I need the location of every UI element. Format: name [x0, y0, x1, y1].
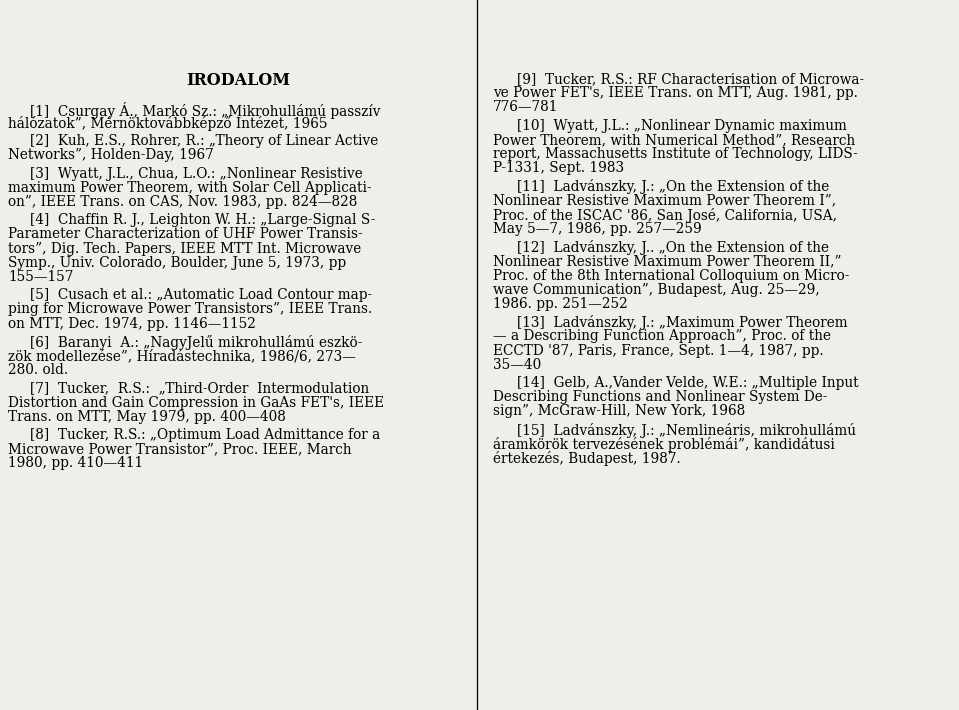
- Text: tors”, Dig. Tech. Papers, IEEE MTT Int. Microwave: tors”, Dig. Tech. Papers, IEEE MTT Int. …: [8, 241, 362, 256]
- Text: [11]  Ladvánszky, J.: „On the Extension of the: [11] Ladvánszky, J.: „On the Extension o…: [517, 180, 829, 195]
- Text: [6]  Baranyi  A.: „NagyJelű mikrohullámú eszkö-: [6] Baranyi A.: „NagyJelű mikrohullámú e…: [30, 335, 363, 350]
- Text: Proc. of the ISCAC '86, San José, California, USA,: Proc. of the ISCAC '86, San José, Califo…: [493, 208, 836, 223]
- Text: 280. old.: 280. old.: [8, 364, 68, 377]
- Text: 35—40: 35—40: [493, 358, 541, 372]
- Text: [15]  Ladvánszky, J.: „Nemlineáris, mikrohullámú: [15] Ladvánszky, J.: „Nemlineáris, mikro…: [517, 422, 855, 437]
- Text: 776—781: 776—781: [493, 100, 558, 114]
- Text: Trans. on MTT, May 1979, pp. 400—408: Trans. on MTT, May 1979, pp. 400—408: [8, 410, 286, 424]
- Text: áramkörök tervezésének problémái”, kandidátusi: áramkörök tervezésének problémái”, kandi…: [493, 437, 834, 452]
- Text: sign”, McGraw-Hill, New York, 1968: sign”, McGraw-Hill, New York, 1968: [493, 405, 745, 418]
- Text: [8]  Tucker, R.S.: „Optimum Load Admittance for a: [8] Tucker, R.S.: „Optimum Load Admittan…: [30, 428, 381, 442]
- Text: [12]  Ladvánszky, J.. „On the Extension of the: [12] Ladvánszky, J.. „On the Extension o…: [517, 240, 829, 255]
- Text: 155—157: 155—157: [8, 270, 74, 284]
- Text: Describing Functions and Nonlinear System De-: Describing Functions and Nonlinear Syste…: [493, 391, 827, 404]
- Text: Microwave Power Transistor”, Proc. IEEE, March: Microwave Power Transistor”, Proc. IEEE,…: [8, 442, 352, 457]
- Text: P-1331, Sept. 1983: P-1331, Sept. 1983: [493, 161, 623, 175]
- Text: Nonlinear Resistive Maximum Power Theorem I”,: Nonlinear Resistive Maximum Power Theore…: [493, 194, 835, 207]
- Text: [1]  Csurgay Á., Markó Sz.: „Mikrohullámú passzív: [1] Csurgay Á., Markó Sz.: „Mikrohullámú…: [30, 102, 381, 119]
- Text: [14]  Gelb, A.,Vander Velde, W.E.: „Multiple Input: [14] Gelb, A.,Vander Velde, W.E.: „Multi…: [517, 376, 858, 390]
- Text: on”, IEEE Trans. on CAS, Nov. 1983, pp. 824—828: on”, IEEE Trans. on CAS, Nov. 1983, pp. …: [8, 195, 358, 209]
- Text: zök modellezése”, Híradástechnika, 1986/6, 273—: zök modellezése”, Híradástechnika, 1986/…: [8, 349, 356, 363]
- Text: [2]  Kuh, E.S., Rohrer, R.: „Theory of Linear Active: [2] Kuh, E.S., Rohrer, R.: „Theory of Li…: [30, 134, 378, 148]
- Text: — a Describing Function Approach”, Proc. of the: — a Describing Function Approach”, Proc.…: [493, 329, 830, 344]
- Text: Proc. of the 8th International Colloquium on Micro-: Proc. of the 8th International Colloquiu…: [493, 268, 849, 283]
- Text: ping for Microwave Power Transistors”, IEEE Trans.: ping for Microwave Power Transistors”, I…: [8, 302, 372, 317]
- Text: IRODALOM: IRODALOM: [186, 72, 291, 89]
- Text: Nonlinear Resistive Maximum Power Theorem II,”: Nonlinear Resistive Maximum Power Theore…: [493, 254, 841, 268]
- Text: [7]  Tucker,  R.S.:  „Third-Order  Intermodulation: [7] Tucker, R.S.: „Third-Order Intermodu…: [30, 381, 369, 395]
- Text: Parameter Characterization of UHF Power Transis-: Parameter Characterization of UHF Power …: [8, 227, 363, 241]
- Text: Symp., Univ. Colorado, Boulder, June 5, 1973, pp: Symp., Univ. Colorado, Boulder, June 5, …: [8, 256, 346, 270]
- Text: report, Massachusetts Institute of Technology, LIDS-: report, Massachusetts Institute of Techn…: [493, 147, 857, 161]
- Text: Power Theorem, with Numerical Method”, Research: Power Theorem, with Numerical Method”, R…: [493, 133, 854, 147]
- Text: [5]  Cusach et al.: „Automatic Load Contour map-: [5] Cusach et al.: „Automatic Load Conto…: [30, 288, 372, 302]
- Text: on MTT, Dec. 1974, pp. 1146—1152: on MTT, Dec. 1974, pp. 1146—1152: [8, 317, 256, 331]
- Text: [4]  Chaffin R. J., Leighton W. H.: „Large-Signal S-: [4] Chaffin R. J., Leighton W. H.: „Larg…: [30, 213, 375, 227]
- Text: 1980, pp. 410—411: 1980, pp. 410—411: [8, 457, 143, 471]
- Text: [3]  Wyatt, J.L., Chua, L.O.: „Nonlinear Resistive: [3] Wyatt, J.L., Chua, L.O.: „Nonlinear …: [30, 167, 363, 180]
- Text: maximum Power Theorem, with Solar Cell Applicati-: maximum Power Theorem, with Solar Cell A…: [8, 181, 372, 195]
- Text: May 5—7, 1986, pp. 257—259: May 5—7, 1986, pp. 257—259: [493, 222, 701, 236]
- Text: [9]  Tucker, R.S.: RF Characterisation of Microwa-: [9] Tucker, R.S.: RF Characterisation of…: [517, 72, 864, 86]
- Text: Distortion and Gain Compression in GaAs FET's, IEEE: Distortion and Gain Compression in GaAs …: [8, 395, 385, 410]
- Text: [10]  Wyatt, J.L.: „Nonlinear Dynamic maximum: [10] Wyatt, J.L.: „Nonlinear Dynamic max…: [517, 119, 847, 133]
- Text: 1986. pp. 251—252: 1986. pp. 251—252: [493, 297, 627, 311]
- Text: értekezés, Budapest, 1987.: értekezés, Budapest, 1987.: [493, 451, 680, 466]
- Text: ve Power FET's, IEEE Trans. on MTT, Aug. 1981, pp.: ve Power FET's, IEEE Trans. on MTT, Aug.…: [493, 86, 857, 100]
- Text: [13]  Ladvánszky, J.: „Maximum Power Theorem: [13] Ladvánszky, J.: „Maximum Power Theo…: [517, 315, 847, 330]
- Text: ECCTD '87, Paris, France, Sept. 1—4, 1987, pp.: ECCTD '87, Paris, France, Sept. 1—4, 198…: [493, 344, 823, 358]
- Text: hálózatok”, Mérnöktovábbképző Intézet, 1965: hálózatok”, Mérnöktovábbképző Intézet, 1…: [8, 116, 328, 131]
- Text: wave Communication”, Budapest, Aug. 25—29,: wave Communication”, Budapest, Aug. 25—2…: [493, 283, 819, 297]
- Text: Networks”, Holden-Day, 1967: Networks”, Holden-Day, 1967: [8, 148, 214, 163]
